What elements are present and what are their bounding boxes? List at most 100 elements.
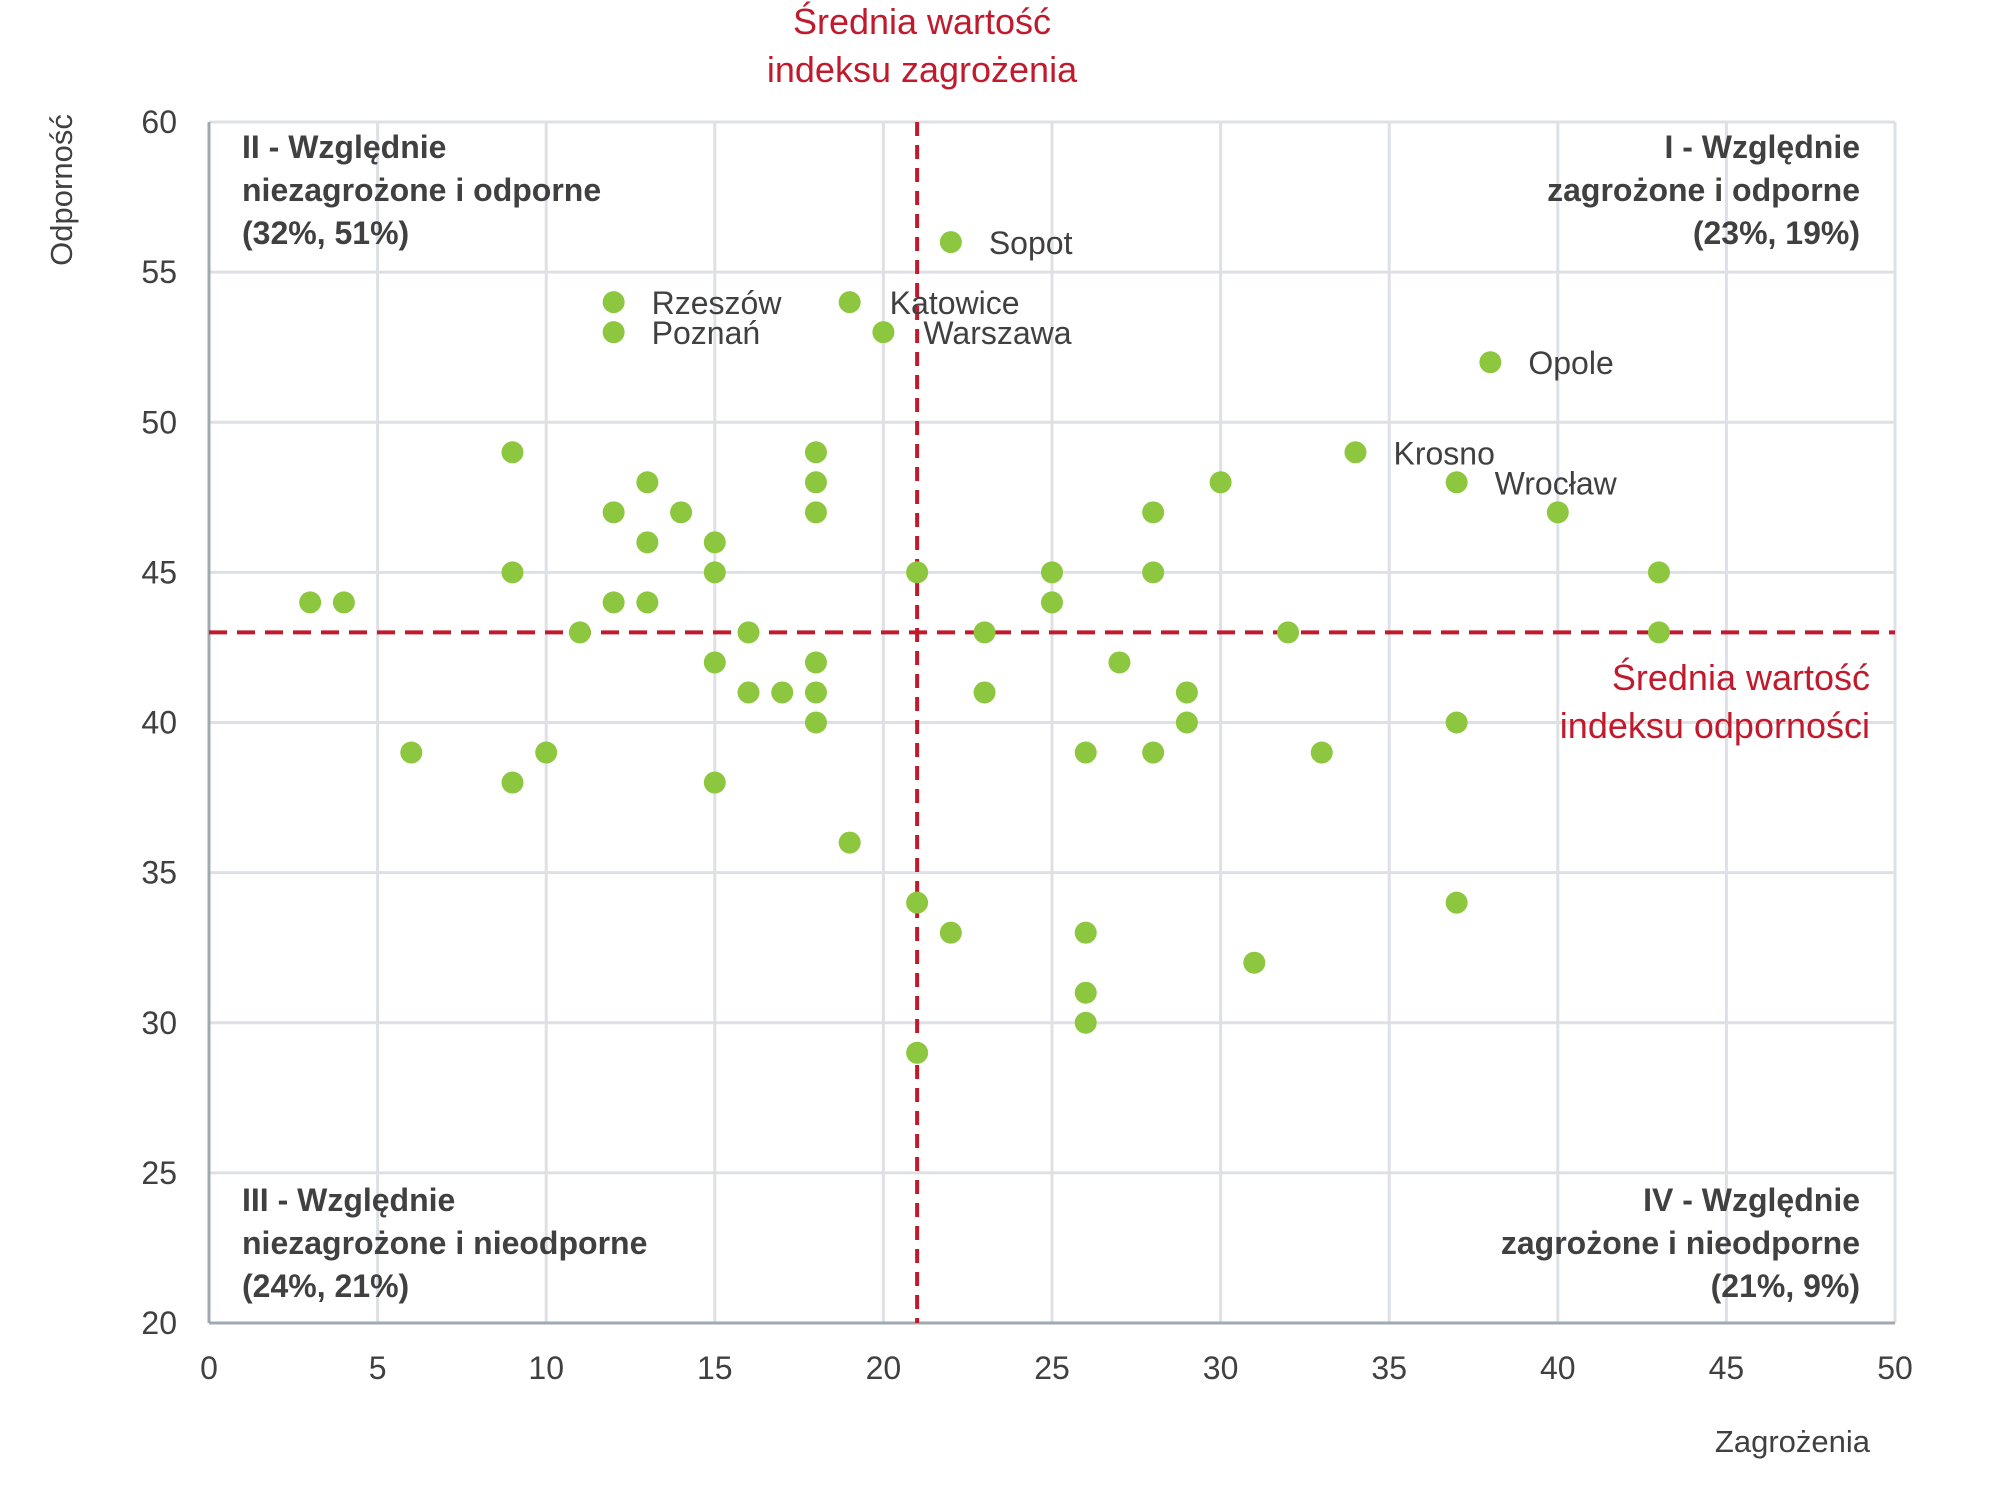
data-point xyxy=(939,921,962,944)
y-tick-label: 60 xyxy=(141,104,177,140)
data-point xyxy=(1445,891,1468,914)
data-point xyxy=(1074,1011,1097,1034)
data-point xyxy=(804,711,827,734)
data-point-opole xyxy=(1479,351,1502,374)
data-point xyxy=(501,561,524,584)
data-point-sopot xyxy=(939,231,962,254)
data-point xyxy=(1074,981,1097,1004)
data-point xyxy=(1445,711,1468,734)
quadrant-IV-label: (21%, 9%) xyxy=(1711,1268,1860,1304)
data-point xyxy=(804,501,827,524)
mean-threat-label: indeksu zagrożenia xyxy=(767,49,1078,90)
y-tick-label: 30 xyxy=(141,1005,177,1041)
x-tick-label: 40 xyxy=(1540,1350,1576,1386)
data-point xyxy=(804,651,827,674)
x-tick-label: 10 xyxy=(528,1350,564,1386)
data-point xyxy=(838,831,861,854)
data-point xyxy=(602,501,625,524)
quadrant-II-label: niezagrożone i odporne xyxy=(242,172,601,208)
mean-resilience-label: Średnia wartość xyxy=(1612,656,1870,698)
data-point xyxy=(737,681,760,704)
data-point xyxy=(703,651,726,674)
data-point xyxy=(737,621,760,644)
data-point xyxy=(1175,681,1198,704)
city-label: Rzeszów xyxy=(652,285,783,321)
y-tick-label: 25 xyxy=(141,1155,177,1191)
data-point xyxy=(670,501,693,524)
city-label: Warszawa xyxy=(923,315,1071,351)
data-point xyxy=(804,441,827,464)
data-point xyxy=(703,561,726,584)
data-point xyxy=(1142,741,1165,764)
data-point-warszawa xyxy=(872,321,895,344)
data-point xyxy=(1175,711,1198,734)
data-point xyxy=(568,621,591,644)
axes: 0 5 10 15 20 25 30 35 40 45 50 20 25 30 35 40 45 50 55 60 Za… xyxy=(44,104,1913,1459)
city-label: Wrocław xyxy=(1495,465,1618,501)
data-point xyxy=(973,621,996,644)
city-label: Katowice xyxy=(890,285,1020,321)
quadrant-I-label: zagrożone i odporne xyxy=(1547,172,1860,208)
data-point-wrocław xyxy=(1445,471,1468,494)
data-point xyxy=(501,441,524,464)
city-label: Sopot xyxy=(989,225,1073,261)
data-point xyxy=(400,741,423,764)
data-point xyxy=(1546,501,1569,524)
data-point xyxy=(1142,561,1165,584)
data-point-rzeszów xyxy=(602,291,625,314)
data-point xyxy=(804,471,827,494)
x-tick-label: 30 xyxy=(1203,1350,1239,1386)
mean-threat-label: Średnia wartość xyxy=(793,0,1051,42)
x-tick-label: 50 xyxy=(1877,1350,1913,1386)
data-point xyxy=(1310,741,1333,764)
x-tick-label: 25 xyxy=(1034,1350,1070,1386)
data-point xyxy=(332,591,355,614)
data-point xyxy=(535,741,558,764)
data-points xyxy=(299,231,1670,1064)
data-point xyxy=(602,591,625,614)
data-point xyxy=(906,1041,929,1064)
data-point xyxy=(1074,921,1097,944)
mean-lines xyxy=(209,122,1895,1323)
x-axis-title: Zagrożenia xyxy=(1715,1424,1871,1459)
y-axis-title: Odporność xyxy=(44,114,79,266)
data-point xyxy=(1647,561,1670,584)
quadrant-IV-label: IV - Względnie xyxy=(1643,1182,1860,1218)
city-label: Krosno xyxy=(1393,435,1494,471)
data-point xyxy=(1108,651,1131,674)
data-point xyxy=(771,681,794,704)
quadrant-IV-label: zagrożone i nieodporne xyxy=(1501,1225,1860,1261)
data-point xyxy=(299,591,322,614)
x-tick-label: 20 xyxy=(866,1350,902,1386)
y-tick-label: 20 xyxy=(141,1305,177,1341)
x-tick-label: 0 xyxy=(200,1350,218,1386)
data-point xyxy=(501,771,524,794)
data-point xyxy=(1243,951,1266,974)
y-tick-label: 35 xyxy=(141,855,177,891)
data-point xyxy=(906,561,929,584)
data-point xyxy=(1647,621,1670,644)
quadrant-II-label: II - Względnie xyxy=(242,129,446,165)
data-point-katowice xyxy=(838,291,861,314)
quadrant-III-label: niezagrożone i nieodporne xyxy=(242,1225,647,1261)
data-point xyxy=(636,531,659,554)
quadrant-III-label: III - Względnie xyxy=(242,1182,455,1218)
data-point xyxy=(1041,591,1063,614)
data-point xyxy=(973,681,996,704)
data-point xyxy=(703,531,726,554)
data-point xyxy=(1277,621,1300,644)
x-tick-label: 35 xyxy=(1371,1350,1407,1386)
y-tick-label: 40 xyxy=(141,705,177,741)
x-tick-label: 5 xyxy=(369,1350,387,1386)
quadrant-III-label: (24%, 21%) xyxy=(242,1268,409,1304)
city-label: Opole xyxy=(1528,345,1613,381)
x-tick-label: 15 xyxy=(697,1350,733,1386)
data-point xyxy=(703,771,726,794)
city-label: Poznań xyxy=(652,315,761,351)
data-point-krosno xyxy=(1344,441,1367,464)
y-tick-label: 45 xyxy=(141,554,177,590)
data-point xyxy=(1142,501,1165,524)
data-point xyxy=(1041,561,1063,584)
data-point xyxy=(1074,741,1097,764)
y-tick-label: 50 xyxy=(141,404,177,440)
